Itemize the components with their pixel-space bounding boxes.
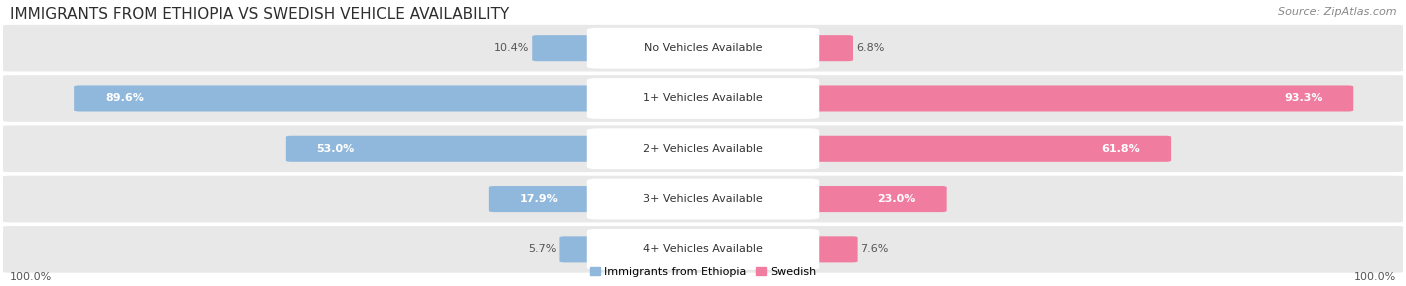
FancyBboxPatch shape [1,126,1405,172]
Text: Source: ZipAtlas.com: Source: ZipAtlas.com [1278,7,1396,17]
Text: 100.0%: 100.0% [10,272,52,282]
FancyBboxPatch shape [560,236,603,262]
Text: IMMIGRANTS FROM ETHIOPIA VS SWEDISH VEHICLE AVAILABILITY: IMMIGRANTS FROM ETHIOPIA VS SWEDISH VEHI… [10,7,509,22]
Text: 61.8%: 61.8% [1101,144,1140,154]
Text: 100.0%: 100.0% [1354,272,1396,282]
Text: 93.3%: 93.3% [1284,94,1323,104]
FancyBboxPatch shape [803,186,946,212]
Text: 1+ Vehicles Available: 1+ Vehicles Available [643,94,763,104]
FancyBboxPatch shape [586,179,820,219]
Text: 7.6%: 7.6% [860,244,889,254]
FancyBboxPatch shape [1,226,1405,273]
FancyBboxPatch shape [803,136,1171,162]
Text: 89.6%: 89.6% [105,94,143,104]
Text: 6.8%: 6.8% [856,43,884,53]
Text: 4+ Vehicles Available: 4+ Vehicles Available [643,244,763,254]
Text: 10.4%: 10.4% [494,43,530,53]
Text: 3+ Vehicles Available: 3+ Vehicles Available [643,194,763,204]
FancyBboxPatch shape [803,236,858,262]
FancyBboxPatch shape [803,35,853,61]
FancyBboxPatch shape [586,78,820,119]
FancyBboxPatch shape [1,176,1405,223]
Legend: Immigrants from Ethiopia, Swedish: Immigrants from Ethiopia, Swedish [589,267,817,277]
Text: 2+ Vehicles Available: 2+ Vehicles Available [643,144,763,154]
FancyBboxPatch shape [285,136,603,162]
FancyBboxPatch shape [1,25,1405,72]
FancyBboxPatch shape [489,186,603,212]
FancyBboxPatch shape [533,35,603,61]
Text: 17.9%: 17.9% [520,194,558,204]
FancyBboxPatch shape [586,229,820,270]
FancyBboxPatch shape [75,86,603,112]
FancyBboxPatch shape [803,86,1353,112]
FancyBboxPatch shape [586,128,820,169]
Text: 5.7%: 5.7% [529,244,557,254]
Text: No Vehicles Available: No Vehicles Available [644,43,762,53]
Text: 53.0%: 53.0% [316,144,354,154]
FancyBboxPatch shape [1,75,1405,122]
Text: 23.0%: 23.0% [877,194,915,204]
FancyBboxPatch shape [586,28,820,69]
